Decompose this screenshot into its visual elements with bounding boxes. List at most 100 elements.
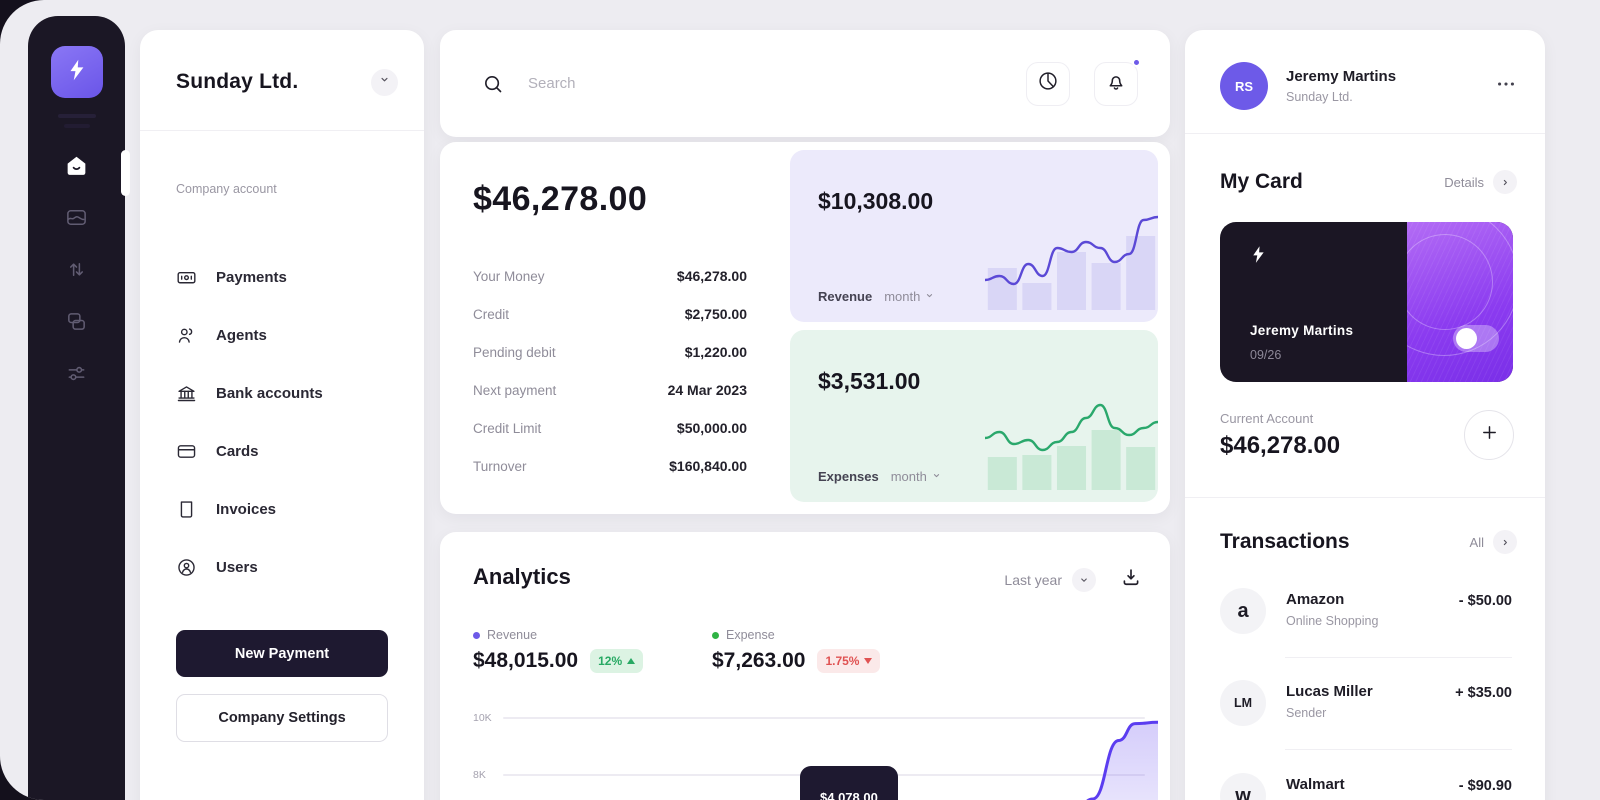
gridline-10k: 10K <box>473 712 1145 724</box>
company-switcher-button[interactable] <box>371 68 398 96</box>
company-sidebar: Sunday Ltd. Company account Payments Age… <box>140 30 424 800</box>
balance-overview-card: $46,278.00 Your Money $46,278.00 Credit $2… <box>440 142 1170 514</box>
account-panel: RS Jeremy Martins Sunday Ltd. My Card De… <box>1185 30 1545 800</box>
chevron-down-icon <box>924 289 935 304</box>
card-freeze-toggle[interactable] <box>1453 325 1499 352</box>
expenses-period-dropdown[interactable]: month <box>891 469 942 484</box>
bank-icon <box>176 383 197 404</box>
money-row: Turnover $160,840.00 <box>473 458 747 474</box>
revenue-sparkline-chart <box>985 210 1158 310</box>
stacked-cards-icon <box>65 310 88 338</box>
sidebar-item-payments[interactable]: Payments <box>176 248 404 306</box>
bell-icon <box>1105 70 1127 97</box>
ellipsis-icon <box>1495 73 1517 100</box>
chevron-down-icon <box>931 469 942 484</box>
rail-item-transfers[interactable] <box>57 252 97 292</box>
search-icon <box>482 73 504 95</box>
divider <box>1185 133 1545 134</box>
sidebar-item-agents[interactable]: Agents <box>176 306 404 364</box>
rail-item-cards[interactable] <box>57 304 97 344</box>
transactions-title: Transactions <box>1220 530 1350 553</box>
rail-item-home[interactable] <box>57 148 97 188</box>
lightning-bolt-icon <box>64 57 90 88</box>
sidebar-item-label: Users <box>216 558 258 576</box>
card-details-link[interactable]: Details <box>1444 170 1517 194</box>
rail-item-overview[interactable] <box>57 200 97 240</box>
sidebar-item-users[interactable]: Users <box>176 538 404 596</box>
chevron-right-icon <box>1493 530 1517 554</box>
stats-button[interactable] <box>1026 61 1070 106</box>
add-funds-button[interactable] <box>1464 410 1514 460</box>
sidebar-item-label: Bank accounts <box>216 384 323 402</box>
chevron-down-icon <box>378 73 391 91</box>
sidebar-item-label: Invoices <box>216 500 277 518</box>
agents-icon <box>176 325 197 346</box>
analytics-card: Analytics Last year Revenue $48,015.00 <box>440 532 1170 800</box>
sender-avatar: LM <box>1220 680 1266 726</box>
section-label: Company account <box>176 182 277 196</box>
download-button[interactable] <box>1120 566 1142 593</box>
revenue-legend-dot <box>473 631 480 639</box>
rail-item-settings[interactable] <box>57 356 97 396</box>
money-row: Credit Limit $50,000.00 <box>473 420 747 436</box>
icon-rail <box>28 16 130 800</box>
trend-up-icon <box>627 658 636 664</box>
chevron-right-icon <box>1493 170 1517 194</box>
all-transactions-link[interactable]: All <box>1470 530 1517 554</box>
download-icon <box>1120 566 1142 593</box>
money-row: Your Money $46,278.00 <box>473 268 747 284</box>
divider <box>1285 657 1512 658</box>
my-card-header: My Card Details <box>1220 170 1517 194</box>
revenue-period-dropdown[interactable]: month <box>884 289 935 304</box>
current-account-label: Current Account <box>1220 411 1314 426</box>
analytics-title: Analytics <box>473 564 571 589</box>
search-input[interactable] <box>528 75 1002 92</box>
money-row: Pending debit $1,220.00 <box>473 344 747 360</box>
divider <box>1185 497 1545 498</box>
topbar <box>440 30 1170 137</box>
transaction-amount: - $90.90 <box>1458 778 1512 794</box>
transaction-row[interactable]: LM Lucas Miller Sender + $35.00 <box>1220 680 1512 726</box>
brand-logo[interactable] <box>50 46 103 98</box>
expense-legend-dot <box>712 631 719 639</box>
total-balance: $46,278.00 <box>473 180 648 218</box>
user-company: Sunday Ltd. <box>1286 90 1353 104</box>
revenue-value: $10,308.00 <box>818 188 934 214</box>
transaction-row[interactable]: w Walmart - $90.90 <box>1220 773 1512 800</box>
home-icon <box>64 153 89 183</box>
money-row: Credit $2,750.00 <box>473 306 747 322</box>
sidebar-item-label: Cards <box>216 442 259 460</box>
notifications-button[interactable] <box>1094 57 1141 106</box>
new-payment-button[interactable]: New Payment <box>176 630 388 677</box>
revenue-tile: $10,308.00 Revenue month <box>790 150 1158 322</box>
sidebar-item-invoices[interactable]: Invoices <box>176 480 404 538</box>
chevron-down-icon <box>1072 567 1096 592</box>
users-icon <box>176 557 197 578</box>
chart-tooltip: $4,078.00 <box>800 766 898 800</box>
notification-dot <box>1132 57 1141 67</box>
analytics-period-dropdown[interactable]: Last year <box>1004 567 1096 592</box>
revenue-label: Revenue <box>818 289 873 304</box>
sidebar-item-cards[interactable]: Cards <box>176 422 404 480</box>
user-name: Jeremy Martins <box>1286 68 1397 85</box>
company-settings-button[interactable]: Company Settings <box>176 694 388 742</box>
expenses-tile: $3,531.00 Expenses month <box>790 330 1158 502</box>
expense-trend-badge: 1.75% <box>817 649 881 673</box>
divider <box>140 130 424 131</box>
card-brand-bolt-icon <box>1248 244 1269 265</box>
expenses-label: Expenses <box>818 469 879 484</box>
rail-collapse-handle[interactable] <box>57 114 96 128</box>
money-row: Next payment 24 Mar 2023 <box>473 382 747 398</box>
transaction-amount: - $50.00 <box>1458 593 1512 609</box>
revenue-metric: Revenue $48,015.00 12% <box>473 628 644 673</box>
payments-icon <box>176 267 197 288</box>
profile-menu-button[interactable] <box>1495 73 1517 100</box>
sidebar-item-bank-accounts[interactable]: Bank accounts <box>176 364 404 422</box>
user-profile: RS Jeremy Martins Sunday Ltd. <box>1220 62 1517 110</box>
transaction-row[interactable]: a Amazon Online Shopping - $50.00 <box>1220 588 1512 634</box>
plus-icon <box>1479 422 1500 448</box>
transactions-header: Transactions All <box>1220 530 1517 554</box>
sidebar-item-label: Agents <box>216 326 267 344</box>
card-icon <box>176 441 197 462</box>
